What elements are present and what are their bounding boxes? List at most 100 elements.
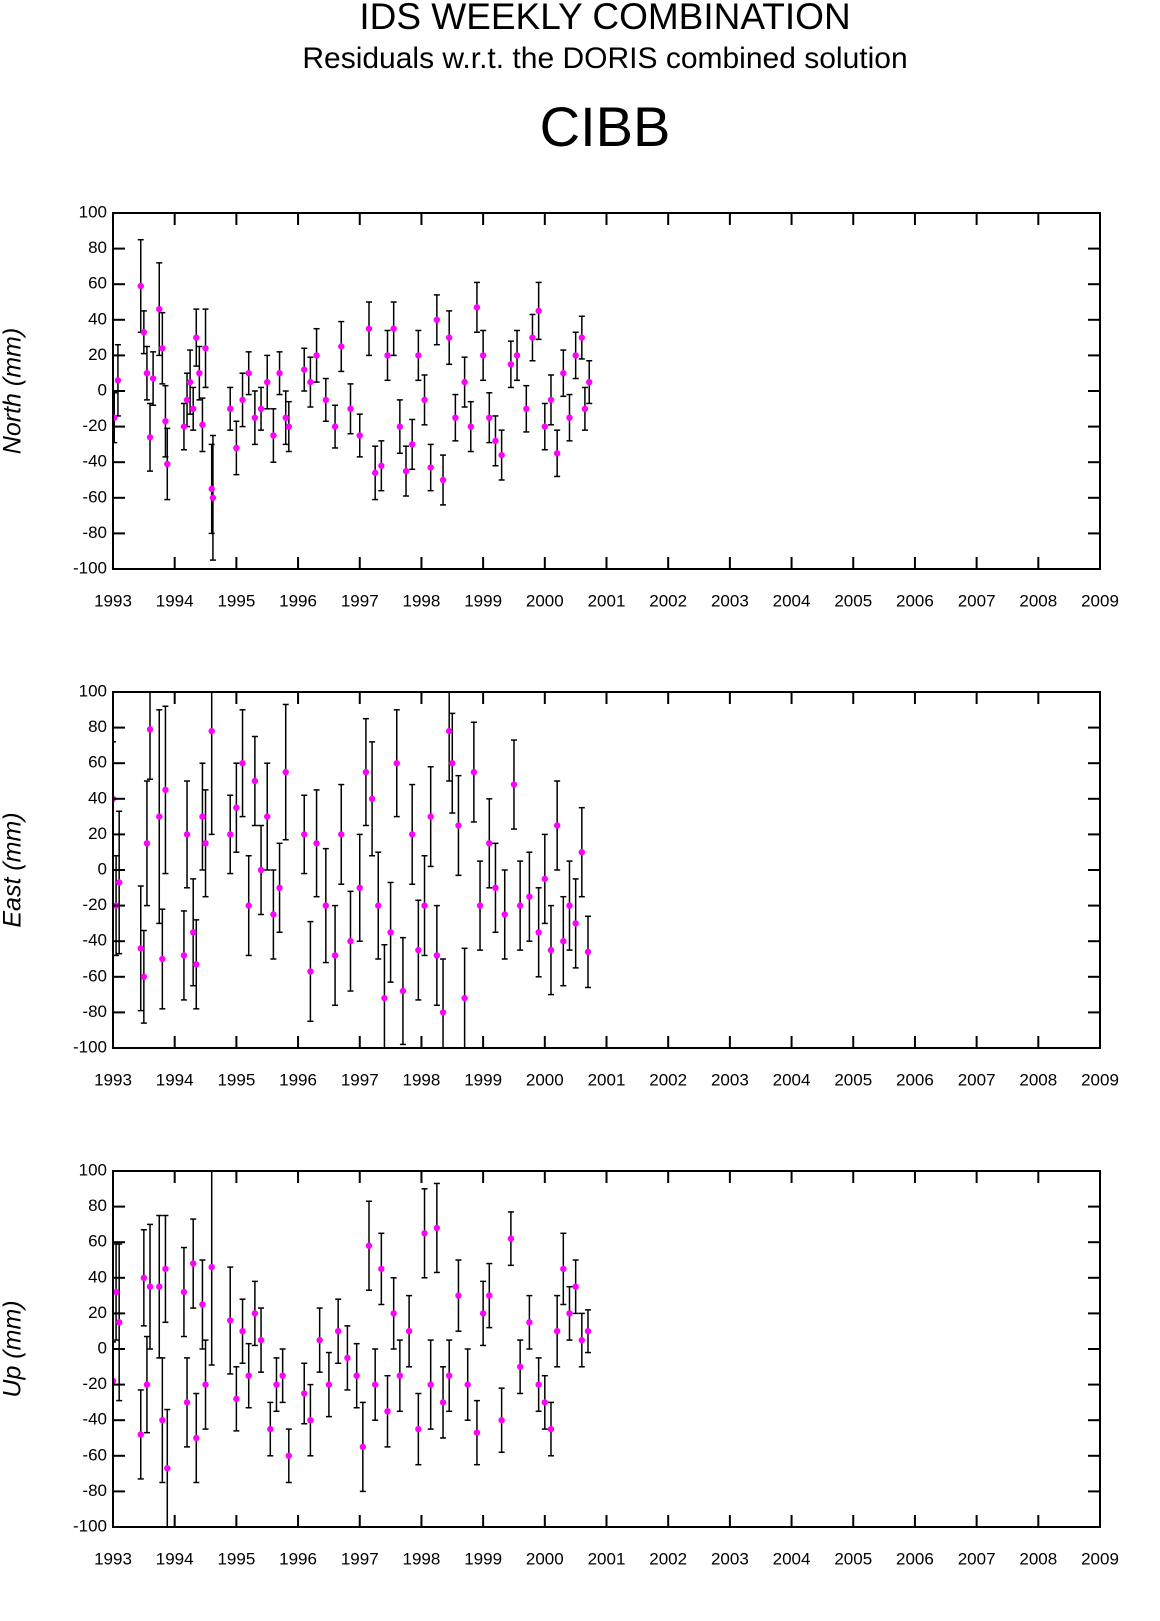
point <box>251 414 259 421</box>
x-tick-label: 2009 <box>1081 591 1119 610</box>
point <box>307 1417 314 1424</box>
point <box>267 1425 274 1433</box>
point <box>387 929 394 936</box>
point <box>156 1283 163 1290</box>
point <box>507 1235 515 1242</box>
point <box>390 1310 397 1317</box>
point <box>578 849 586 856</box>
x-tick-label: 1999 <box>464 591 502 610</box>
point <box>421 902 428 909</box>
x-tick-label: 1996 <box>279 1070 317 1089</box>
point <box>193 334 200 341</box>
y-tick-label: 0 <box>98 1338 107 1357</box>
point <box>338 343 345 350</box>
x-tick-label: 2008 <box>1019 591 1057 610</box>
point <box>408 441 416 448</box>
point <box>368 795 376 802</box>
y-tick-label: 60 <box>88 274 107 293</box>
point <box>143 840 151 847</box>
point <box>586 378 593 386</box>
point <box>264 378 271 386</box>
point <box>581 405 589 412</box>
point <box>137 945 144 952</box>
y-axis-label: North (mm) <box>0 328 27 454</box>
point <box>180 423 188 430</box>
point <box>316 1336 323 1344</box>
point <box>159 345 166 352</box>
y-tick-label: -20 <box>82 416 107 435</box>
point <box>239 760 246 767</box>
point <box>371 1381 379 1388</box>
x-tick-label: 2004 <box>773 1549 811 1568</box>
x-tick-label: 2002 <box>649 1070 687 1089</box>
x-tick-label: 1993 <box>94 591 132 610</box>
point <box>470 768 478 776</box>
point <box>535 307 542 315</box>
point <box>547 1425 555 1433</box>
y-tick-label: -20 <box>82 895 107 914</box>
x-tick-label: 2008 <box>1019 1070 1057 1089</box>
point <box>476 902 484 909</box>
point <box>547 946 555 954</box>
x-tick-label: 2005 <box>834 591 872 610</box>
plot-area <box>113 691 592 1049</box>
point <box>526 893 533 900</box>
plot-area <box>113 238 593 561</box>
point <box>578 334 586 341</box>
x-tick-label: 2003 <box>711 1549 749 1568</box>
point <box>541 1399 549 1406</box>
point <box>137 1431 144 1438</box>
y-tick-label: 40 <box>88 788 107 807</box>
y-tick-label: 100 <box>79 681 107 700</box>
point <box>227 1317 234 1324</box>
point <box>560 370 567 377</box>
y-tick-label: 100 <box>79 1160 107 1179</box>
point <box>516 1363 524 1371</box>
point <box>331 423 339 430</box>
point <box>473 304 481 311</box>
point <box>245 1372 252 1379</box>
point <box>189 405 197 412</box>
point <box>535 1381 542 1388</box>
point <box>433 1224 441 1232</box>
x-tick-label: 2001 <box>588 1070 626 1089</box>
point <box>301 831 308 838</box>
point <box>307 378 314 386</box>
point <box>356 884 363 891</box>
y-tick-label: -100 <box>73 558 107 577</box>
point <box>415 1425 422 1433</box>
point <box>331 952 339 959</box>
point <box>439 1009 447 1016</box>
point <box>146 1283 154 1290</box>
y-tick-label: -80 <box>82 1481 107 1500</box>
x-tick-label: 2009 <box>1081 1070 1119 1089</box>
point <box>162 786 169 794</box>
x-tick-label: 2001 <box>588 1549 626 1568</box>
point <box>186 378 194 386</box>
point <box>273 1381 280 1388</box>
point <box>498 1417 505 1424</box>
y-tick-label: 20 <box>88 345 107 364</box>
point <box>427 813 434 820</box>
point <box>523 405 530 412</box>
point <box>467 423 474 430</box>
point <box>146 726 154 733</box>
point <box>560 938 567 945</box>
point <box>541 423 549 430</box>
x-tick-label: 1996 <box>279 591 317 610</box>
point <box>199 813 206 820</box>
point <box>208 485 215 493</box>
x-tick-label: 2002 <box>649 1549 687 1568</box>
point <box>202 345 209 352</box>
point <box>399 987 407 995</box>
x-tick-label: 2003 <box>711 591 749 610</box>
y-tick-label: 80 <box>88 717 107 736</box>
point <box>408 831 416 838</box>
point <box>257 405 265 412</box>
point <box>251 1310 259 1317</box>
point <box>371 469 379 477</box>
point <box>164 1465 171 1472</box>
y-tick-label: 20 <box>88 1303 107 1322</box>
point <box>393 760 400 767</box>
x-tick-label: 2002 <box>649 591 687 610</box>
